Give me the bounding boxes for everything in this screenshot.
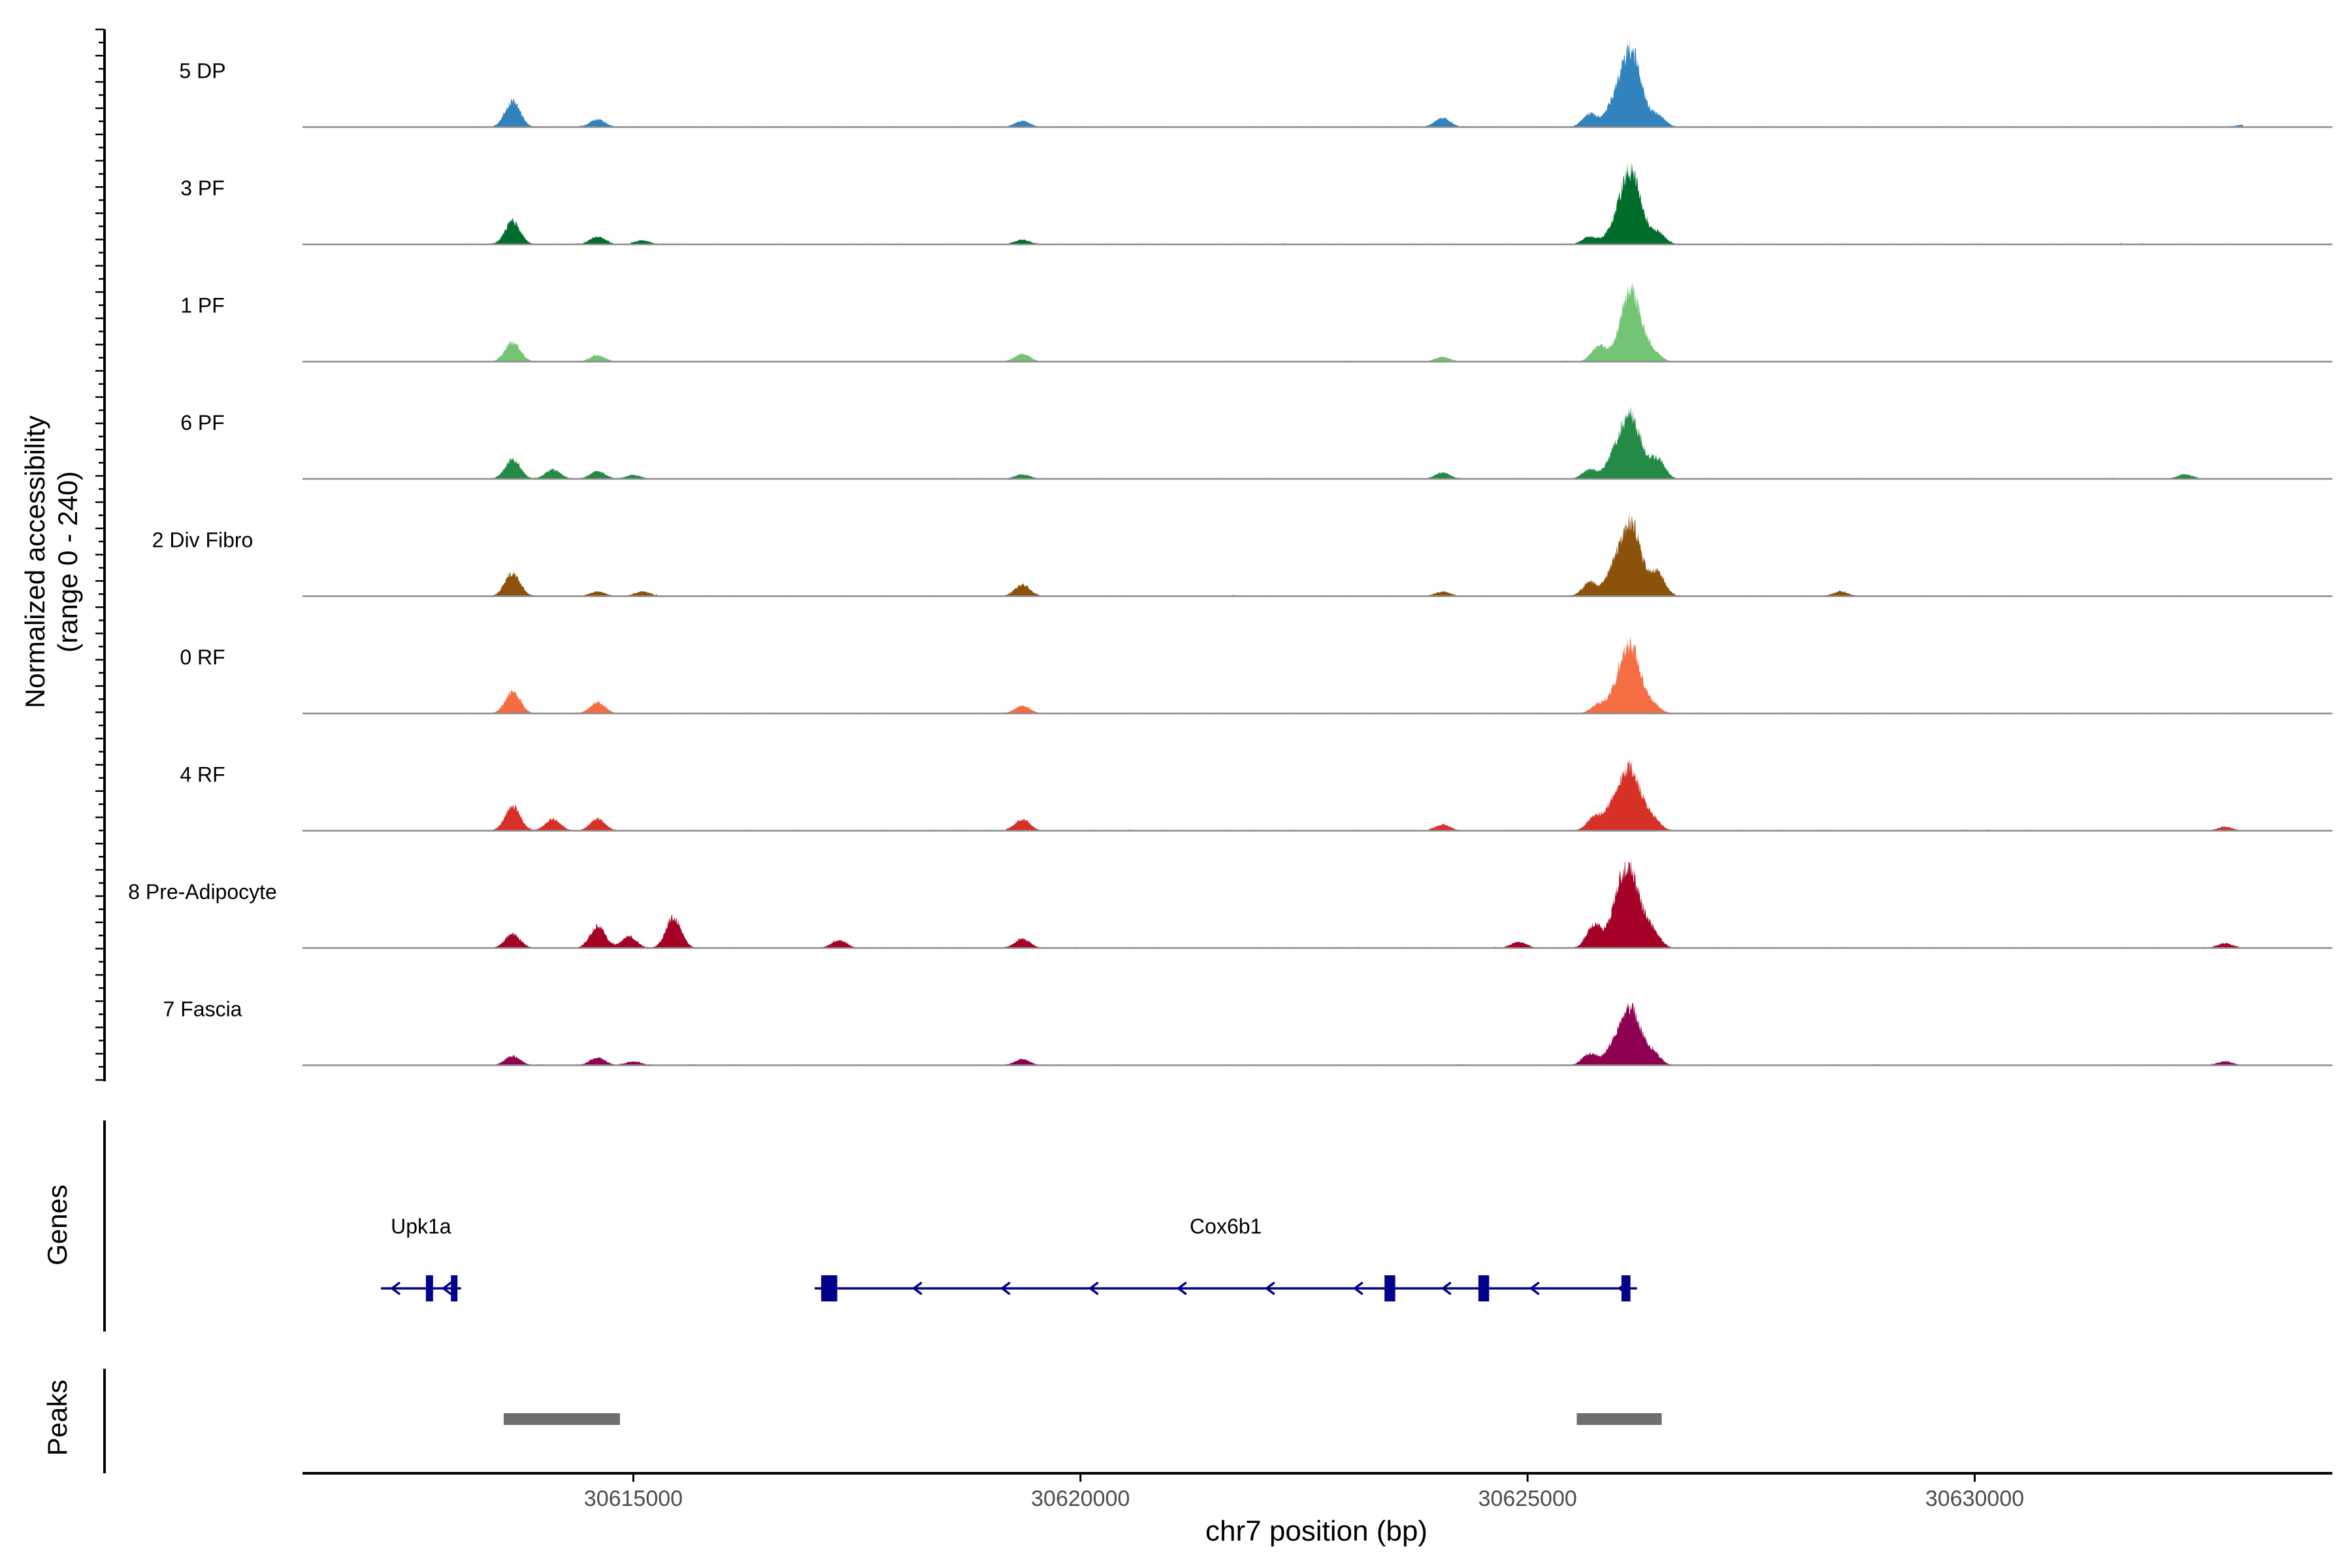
- strand-arrow: [1176, 1281, 1187, 1296]
- coverage-area: [454, 1001, 2244, 1066]
- strand-arrow: [390, 1281, 401, 1296]
- strand-arrow: [441, 1281, 452, 1296]
- coverage-area: [454, 40, 2244, 127]
- strand-arrow: [1441, 1281, 1452, 1296]
- track-label: 8 Pre-Adipocyte: [128, 880, 277, 904]
- track-2-div-fibro: 2 Div Fibro: [152, 512, 2332, 597]
- gene-cox6b1: Cox6b1: [814, 1215, 1637, 1301]
- gene-label: Upk1a: [391, 1215, 451, 1238]
- track-1-pf: 1 PF: [180, 281, 2332, 363]
- exon: [821, 1275, 838, 1301]
- x-tick-label: 30620000: [1031, 1486, 1130, 1511]
- track-label: 4 RF: [180, 763, 225, 787]
- x-tick-label: 30630000: [1925, 1486, 2024, 1511]
- peak-region: [1576, 1413, 1662, 1425]
- y-axis-label-line1: Normalized accessibility: [20, 416, 50, 708]
- track-label: 7 Fascia: [163, 998, 242, 1021]
- track-0-rf: 0 RF: [180, 636, 2332, 715]
- coverage-area: [454, 406, 2244, 479]
- strand-arrow: [1088, 1281, 1099, 1296]
- peak-region: [503, 1413, 620, 1425]
- track-4-rf: 4 RF: [180, 758, 2332, 832]
- y-axis: [95, 28, 106, 1081]
- exon: [1621, 1275, 1631, 1301]
- x-axis-label: chr7 position (bp): [1205, 1515, 1428, 1547]
- track-label: 5 DP: [179, 59, 225, 83]
- coverage-area: [454, 281, 2244, 362]
- gene-label: Cox6b1: [1190, 1215, 1262, 1238]
- x-axis: 30615000 30620000 30625000 30630000: [302, 1472, 2332, 1511]
- track-label: 6 PF: [180, 411, 225, 434]
- exon: [1478, 1275, 1490, 1301]
- y-axis-label-line2: (range 0 - 240): [52, 471, 83, 653]
- peaks-label: Peaks: [42, 1380, 73, 1456]
- track-label: 3 PF: [180, 176, 225, 200]
- track-5-dp: 5 DP: [179, 40, 2332, 128]
- track-7-fascia: 7 Fascia: [163, 998, 2332, 1066]
- coverage-area: [454, 758, 2244, 831]
- strand-arrow: [1264, 1281, 1275, 1296]
- track-label: 1 PF: [180, 294, 225, 318]
- strand-arrow: [1529, 1281, 1540, 1296]
- peak-track: [103, 1369, 1662, 1473]
- track-3-pf: 3 PF: [180, 161, 2332, 246]
- coverage-area: [454, 858, 2244, 948]
- track-label: 2 Div Fibro: [152, 529, 253, 552]
- gene-track: Upk1a Cox6b1: [103, 1120, 1637, 1331]
- genes-label: Genes: [42, 1184, 73, 1266]
- coverage-area: [454, 512, 2244, 596]
- strand-arrow: [1000, 1281, 1011, 1296]
- coverage-area: [454, 636, 2244, 713]
- strand-arrow: [911, 1281, 923, 1296]
- x-tick-label: 30625000: [1478, 1486, 1577, 1511]
- exon: [425, 1275, 433, 1301]
- y-axis-label: Normalized accessibility (range 0 - 240): [20, 416, 83, 708]
- strand-arrow: [1352, 1281, 1364, 1296]
- exon: [1384, 1275, 1396, 1301]
- track-8-pre-adipocyte: 8 Pre-Adipocyte: [128, 858, 2332, 949]
- x-tick-label: 30615000: [584, 1486, 683, 1511]
- gene-upk1a: Upk1a: [381, 1215, 461, 1301]
- coverage-area: [454, 161, 2244, 244]
- coverage-tracks: 5 DP 3 PF 1 PF 6 PF 2 Div Fibro 0 RF 4 RF 8 Pre…: [128, 40, 2332, 1066]
- track-label: 0 RF: [180, 645, 225, 669]
- track-6-pf: 6 PF: [180, 406, 2332, 480]
- exon: [451, 1275, 458, 1301]
